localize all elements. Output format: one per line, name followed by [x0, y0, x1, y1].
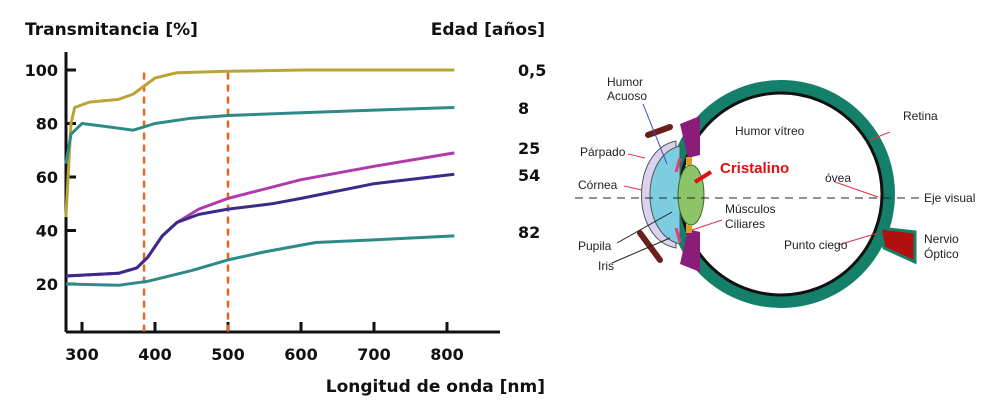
series-line-0-5 — [64, 68, 455, 218]
series-line-82 — [65, 234, 455, 287]
x-axis-title: Longitud de onda [nm] — [326, 377, 545, 397]
ciliary-body-bottom — [680, 229, 700, 272]
aqueous-humor — [649, 145, 681, 245]
series-line-25 — [65, 151, 455, 278]
label-musculos: Músculos — [725, 202, 776, 216]
eyelid-top — [645, 124, 673, 138]
optic-nerve — [878, 226, 917, 265]
label-cristalino: Cristalino — [720, 160, 789, 177]
label-ciliares: Ciliares — [725, 217, 765, 231]
transmittance-chart: Transmitancia [%] Edad [años] Longitud d… — [25, 20, 547, 397]
label-nervio: Nervio — [924, 232, 959, 246]
ligament-top — [686, 157, 692, 165]
legend-title: Edad [años] — [431, 20, 545, 40]
y-tick-label: 100 — [25, 61, 58, 80]
label-eje-visual: Eje visual — [924, 191, 975, 205]
cristalino-pointer — [693, 170, 713, 184]
label-humor-acuoso: Humor — [607, 75, 643, 89]
y-axis-title: Transmitancia [%] — [25, 20, 198, 40]
label-pupila: Pupila — [578, 239, 612, 253]
label-retina: Retina — [903, 109, 938, 123]
ligament-bottom — [686, 225, 692, 233]
eye-diagram: Humor Acuoso Retina Humor vítreo Párpado… — [575, 75, 975, 308]
label-cornea: Córnea — [578, 178, 618, 192]
label-fovea: óvea — [825, 171, 851, 185]
iris-bottom — [674, 227, 682, 243]
x-tick-label: 400 — [138, 345, 171, 364]
series-label: 54 — [518, 166, 540, 185]
label-iris: Iris — [598, 259, 614, 273]
label-parpado: Párpado — [580, 145, 626, 159]
label-humor-acuoso-2: Acuoso — [607, 89, 647, 103]
series-label: 0,5 — [518, 61, 546, 80]
label-optico: Óptico — [924, 246, 959, 261]
label-humor-vitreo: Humor vítreo — [735, 124, 805, 138]
label-punto-ciego: Punto ciego — [784, 238, 848, 252]
x-tick-label: 500 — [211, 345, 244, 364]
x-tick-label: 600 — [284, 345, 317, 364]
series-label: 8 — [518, 99, 529, 118]
x-tick-label: 300 — [65, 345, 98, 364]
series-line-8 — [64, 106, 455, 164]
y-tick-label: 20 — [36, 275, 58, 294]
y-tick-label: 60 — [36, 168, 58, 187]
sclera — [667, 80, 895, 308]
x-tick-label: 800 — [430, 345, 463, 364]
series-label: 82 — [518, 223, 540, 242]
x-tick-label: 700 — [357, 345, 390, 364]
ciliary-body-top — [680, 116, 700, 158]
series-line-54 — [65, 172, 455, 278]
series-label: 25 — [518, 139, 540, 158]
iris-top — [674, 157, 682, 173]
lens — [677, 164, 705, 226]
y-tick-label: 80 — [36, 115, 58, 134]
y-tick-label: 40 — [36, 222, 58, 241]
